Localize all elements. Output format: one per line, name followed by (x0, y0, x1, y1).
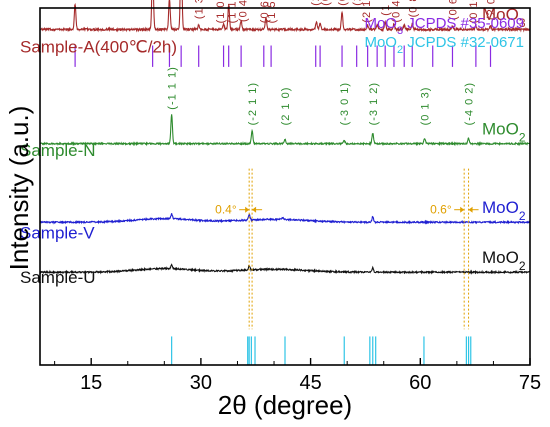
legend-tail: JCPDS #32-0671 (403, 34, 524, 51)
series-name-N: Sample-N (20, 141, 96, 160)
peak-label-A: (0 4 1) (238, 0, 250, 22)
series-name-A: Sample-A(400℃/2h) (20, 38, 177, 57)
shift-arrowhead (245, 206, 250, 213)
peak-label-N: (-1 1 1) (167, 66, 179, 109)
x-tick-label: 45 (299, 372, 321, 394)
phase-sub: 3 (519, 16, 526, 30)
series-V (39, 213, 531, 225)
peak-label-A: (0 6 0) (259, 0, 271, 23)
labels-layer: Sample-A(400℃/2h)MoO3(0 2 0)(1 1 0)(0 4 … (20, 0, 526, 287)
peak-label-N: (-3 0 1) (339, 82, 351, 125)
peak-label-A: (0 6 1) (320, 0, 332, 6)
phase-sub: 2 (519, 209, 526, 223)
series-name-U: Sample-U (20, 268, 96, 287)
legend-sub: 2 (397, 44, 403, 56)
y-axis-title: Intensity (a.u.) (4, 106, 34, 271)
curves-layer (39, 0, 531, 276)
series-phase-A: MoO3 (482, 5, 526, 30)
peak-label-N: (-4 0 2) (464, 82, 476, 125)
legend-text: MoO (364, 34, 397, 51)
x-axis-title: 2θ (degree) (218, 390, 352, 420)
shift-label: 0.6° (430, 203, 452, 217)
peak-label-A: (1 5 0) (266, 0, 278, 23)
peak-label-A: (1 0 1) (215, 0, 227, 23)
legend-sub: 3 (397, 25, 403, 37)
phase-main: MoO (482, 5, 519, 24)
peak-label-N: (0 1 3) (420, 87, 432, 126)
shift-arrowhead (468, 206, 473, 213)
x-tick-label: 60 (409, 372, 431, 394)
legend-text: MoO (364, 15, 397, 32)
peak-label-A: (0 10 0) (468, 0, 480, 23)
series-N (39, 114, 531, 147)
peak-label-A: (1 1 1) (227, 0, 239, 23)
series-line-U (39, 263, 531, 276)
peak-label-A: (2 0 0) (310, 0, 322, 6)
axis-layer: 15 30 45 60 75 (54, 358, 541, 394)
shift-label: 0.4° (215, 203, 237, 217)
peak-label-A: (2 0 2) (486, 0, 498, 20)
peak-label-A: (2 1 1) (361, 0, 373, 23)
series-line-A (39, 0, 531, 33)
reference-lines-layer: 0.4° 0.6° (74, 45, 492, 365)
shift-arrowhead (252, 206, 257, 213)
shift-arrowhead (460, 206, 465, 213)
series-phase-U: MoO2 (482, 248, 526, 273)
peak-label-N: (-2 1 1) (247, 82, 259, 125)
peak-label-A: (1 3 1) (194, 0, 206, 19)
peak-label-N: (-3 1 2) (368, 82, 380, 125)
series-name-V: Sample-V (20, 223, 95, 242)
legend-entry: MoO2 JCPDS #32-0671 (364, 34, 524, 56)
series-U (39, 263, 531, 276)
legend-tail: JCPDS #35-0609 (403, 15, 524, 32)
phase-sub: 2 (519, 259, 526, 273)
peak-label-A: (0 4 2) (390, 0, 402, 23)
x-tick-label: 75 (519, 372, 541, 394)
x-tick-label: 15 (80, 372, 102, 394)
phase-sub: 2 (519, 130, 526, 144)
legend-entry: MoO3 JCPDS #35-0609 (364, 15, 524, 37)
plot-frame (39, 7, 531, 366)
phase-main: MoO (482, 248, 519, 267)
series-line-N (39, 114, 531, 147)
phase-main: MoO (482, 198, 519, 217)
series-phase-V: MoO2 (482, 198, 526, 223)
series-phase-N: MoO2 (482, 119, 526, 144)
series-A (39, 0, 531, 33)
peak-label-A: (0 6 2) (448, 0, 460, 20)
x-tick-label: 30 (190, 372, 212, 394)
peak-label-A: (2 2 1) (352, 0, 364, 6)
series-line-V (39, 213, 531, 225)
peak-label-N: (2 1 0) (280, 87, 292, 126)
peak-label-A: (0 0 2) (337, 0, 349, 6)
phase-main: MoO (482, 119, 519, 138)
